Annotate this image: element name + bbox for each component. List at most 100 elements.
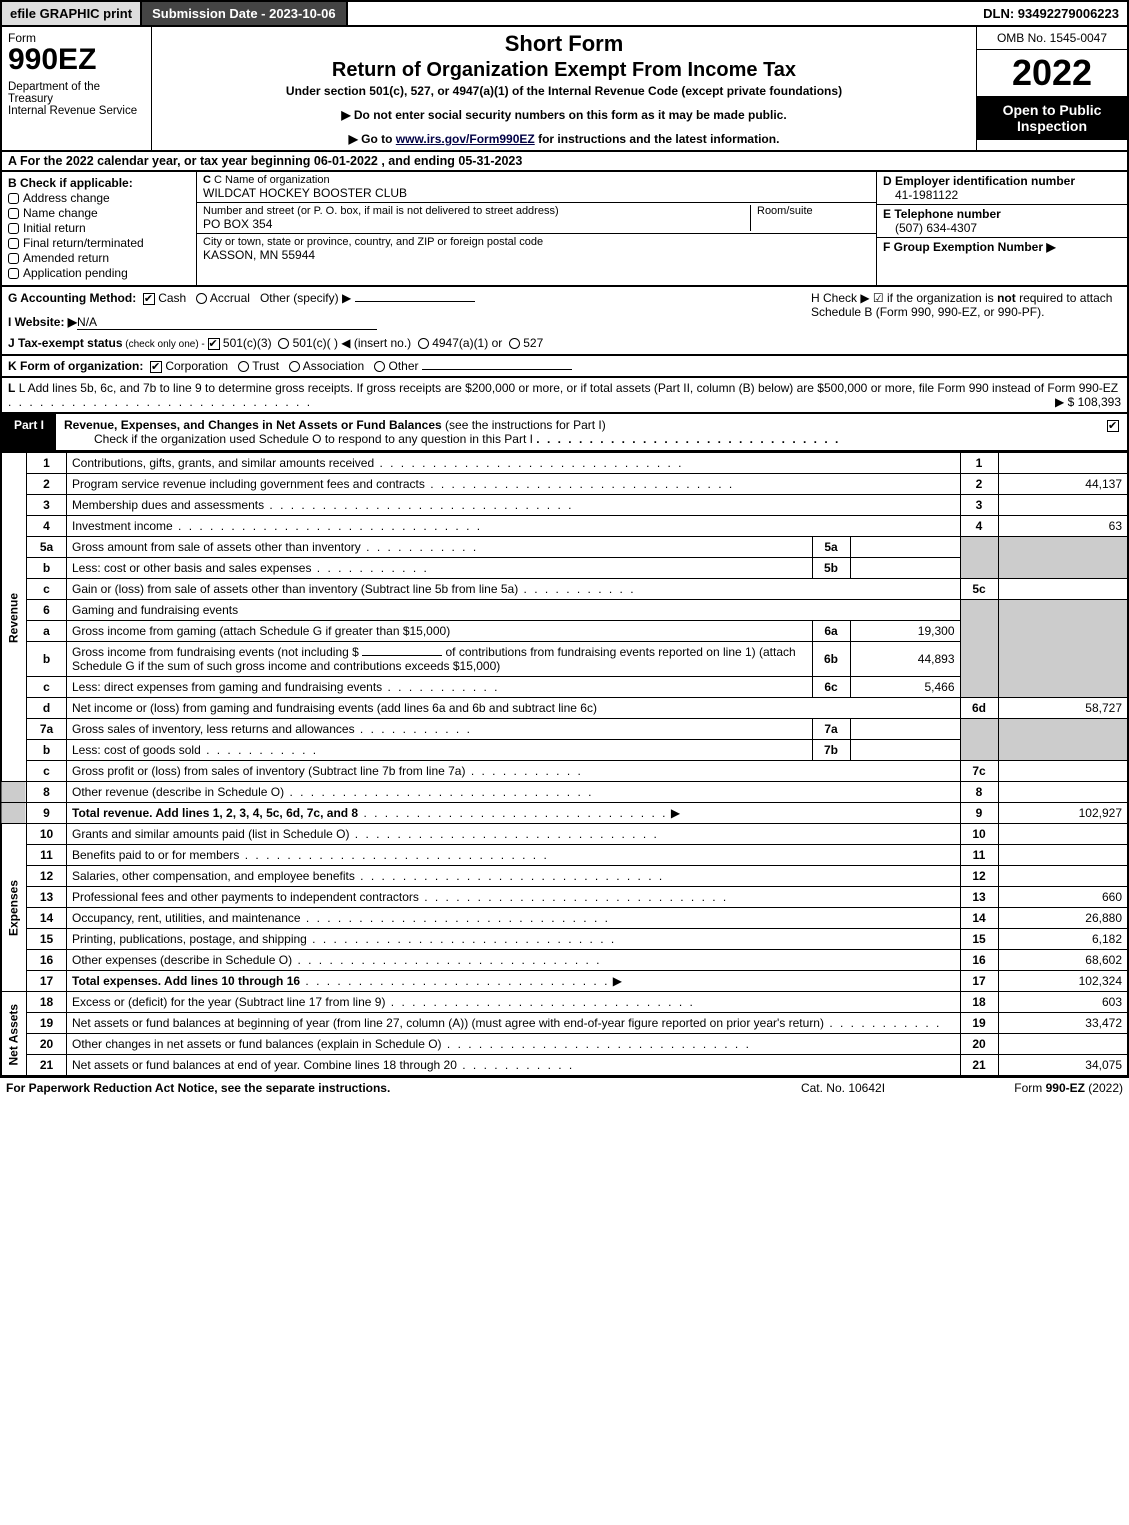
title-block: Short Form Return of Organization Exempt… <box>152 27 977 150</box>
gross-receipts-amount: ▶ $ 108,393 <box>1055 395 1121 409</box>
part1-check-line: Check if the organization used Schedule … <box>64 432 533 446</box>
part1-title: Revenue, Expenses, and Changes in Net As… <box>64 418 442 432</box>
table-row: 14 Occupancy, rent, utilities, and maint… <box>1 908 1128 929</box>
department: Department of the Treasury Internal Reve… <box>8 81 145 117</box>
chk-trust[interactable] <box>238 361 249 372</box>
tax-year: 2022 <box>977 50 1127 96</box>
cat-no: Cat. No. 10642I <box>743 1081 943 1095</box>
year-block: OMB No. 1545-0047 2022 Open to Public In… <box>977 27 1127 150</box>
table-row: 12 Salaries, other compensation, and emp… <box>1 866 1128 887</box>
section-c: C C Name of organization WILDCAT HOCKEY … <box>197 172 877 285</box>
other-specify-input[interactable] <box>355 301 475 302</box>
table-row: 13 Professional fees and other payments … <box>1 887 1128 908</box>
table-row: 5a Gross amount from sale of assets othe… <box>1 537 1128 558</box>
chk-501c3[interactable] <box>208 338 220 350</box>
chk-501c[interactable] <box>278 338 289 349</box>
form-header: Form 990EZ Department of the Treasury In… <box>0 27 1129 152</box>
chk-527[interactable] <box>509 338 520 349</box>
chk-corporation[interactable] <box>150 361 162 373</box>
chk-other[interactable] <box>374 361 385 372</box>
chk-final-return[interactable]: Final return/terminated <box>8 236 190 250</box>
table-row: Revenue 1 Contributions, gifts, grants, … <box>1 453 1128 474</box>
table-row: 15 Printing, publications, postage, and … <box>1 929 1128 950</box>
website-value: N/A <box>77 315 377 330</box>
table-row: d Net income or (loss) from gaming and f… <box>1 698 1128 719</box>
expenses-label: Expenses <box>1 824 27 992</box>
dln: DLN: 93492279006223 <box>975 2 1127 25</box>
other-org-input[interactable] <box>422 369 572 370</box>
table-row: b Less: cost or other basis and sales ex… <box>1 558 1128 579</box>
org-info-block: B Check if applicable: Address change Na… <box>0 172 1129 287</box>
chk-4947[interactable] <box>418 338 429 349</box>
table-row: Net Assets 18 Excess or (deficit) for th… <box>1 992 1128 1013</box>
omb-number: OMB No. 1545-0047 <box>977 27 1127 50</box>
g-accounting: G Accounting Method: Cash Accrual Other … <box>8 291 811 305</box>
table-row: a Gross income from gaming (attach Sched… <box>1 621 1128 642</box>
k-form-org: K Form of organization: Corporation Trus… <box>0 356 1129 378</box>
chk-cash[interactable] <box>143 293 155 305</box>
form-ref: Form 990-EZ (2022) <box>943 1081 1123 1095</box>
table-row: 17 Total expenses. Add lines 10 through … <box>1 971 1128 992</box>
paperwork-notice: For Paperwork Reduction Act Notice, see … <box>6 1081 743 1095</box>
table-row: b Gross income from fundraising events (… <box>1 642 1128 677</box>
table-row: 16 Other expenses (describe in Schedule … <box>1 950 1128 971</box>
table-row: 11 Benefits paid to or for members 11 <box>1 845 1128 866</box>
chk-initial-return[interactable]: Initial return <box>8 221 190 235</box>
chk-schedule-o[interactable] <box>1107 420 1119 432</box>
instruction-1: ▶ Do not enter social security numbers o… <box>160 108 968 122</box>
short-form-label: Short Form <box>160 31 968 57</box>
instr2-pre: ▶ Go to <box>349 132 396 146</box>
chk-application-pending[interactable]: Application pending <box>8 266 190 280</box>
chk-association[interactable] <box>289 361 300 372</box>
spacer <box>348 2 976 25</box>
e-tel-label: E Telephone number <box>883 207 1001 221</box>
table-row: c Less: direct expenses from gaming and … <box>1 677 1128 698</box>
h-check: H Check ▶ ☑ if the organization is not r… <box>811 291 1121 350</box>
irs-link[interactable]: www.irs.gov/Form990EZ <box>396 132 535 146</box>
efile-print-button[interactable]: efile GRAPHIC print <box>2 2 142 25</box>
chk-address-change[interactable]: Address change <box>8 191 190 205</box>
top-bar: efile GRAPHIC print Submission Date - 20… <box>0 0 1129 27</box>
table-row: c Gain or (loss) from sale of assets oth… <box>1 579 1128 600</box>
org-street: PO BOX 354 <box>203 217 750 231</box>
table-row: 2 Program service revenue including gove… <box>1 474 1128 495</box>
i-website: I Website: ▶N/A <box>8 315 811 330</box>
table-row: 7a Gross sales of inventory, less return… <box>1 719 1128 740</box>
org-city: KASSON, MN 55944 <box>203 248 870 262</box>
d-ein-label: D Employer identification number <box>883 174 1075 188</box>
table-row: 6 Gaming and fundraising events <box>1 600 1128 621</box>
f-group-label: F Group Exemption Number ▶ <box>883 240 1056 254</box>
table-row: 20 Other changes in net assets or fund b… <box>1 1034 1128 1055</box>
table-row: 4 Investment income 4 63 <box>1 516 1128 537</box>
chk-accrual[interactable] <box>196 293 207 304</box>
table-row: Expenses 10 Grants and similar amounts p… <box>1 824 1128 845</box>
table-row: 9 Total revenue. Add lines 1, 2, 3, 4, 5… <box>1 803 1128 824</box>
page-footer: For Paperwork Reduction Act Notice, see … <box>0 1077 1129 1098</box>
netassets-label: Net Assets <box>1 992 27 1077</box>
section-a: A For the 2022 calendar year, or tax yea… <box>0 152 1129 172</box>
revenue-label: Revenue <box>1 453 27 782</box>
form-number: 990EZ <box>8 45 145 75</box>
part1-header: Part I Revenue, Expenses, and Changes in… <box>0 414 1129 452</box>
fundraising-amount-input[interactable] <box>362 655 442 656</box>
chk-amended-return[interactable]: Amended return <box>8 251 190 265</box>
instr2-post: for instructions and the latest informat… <box>535 132 780 146</box>
ein: 41-1981122 <box>883 188 1121 202</box>
j-tax-exempt: J Tax-exempt status (check only one) - 5… <box>8 336 811 350</box>
table-row: 19 Net assets or fund balances at beginn… <box>1 1013 1128 1034</box>
instruction-2: ▶ Go to www.irs.gov/Form990EZ for instru… <box>160 132 968 146</box>
table-row: 3 Membership dues and assessments 3 <box>1 495 1128 516</box>
chk-name-change[interactable]: Name change <box>8 206 190 220</box>
table-row: 8 Other revenue (describe in Schedule O)… <box>1 782 1128 803</box>
table-row: 21 Net assets or fund balances at end of… <box>1 1055 1128 1077</box>
org-name: WILDCAT HOCKEY BOOSTER CLUB <box>203 186 870 200</box>
ghij-block: G Accounting Method: Cash Accrual Other … <box>0 287 1129 356</box>
submission-date: Submission Date - 2023-10-06 <box>142 2 348 25</box>
table-row: c Gross profit or (loss) from sales of i… <box>1 761 1128 782</box>
form-subtitle: Under section 501(c), 527, or 4947(a)(1)… <box>160 84 968 98</box>
section-b: B Check if applicable: Address change Na… <box>2 172 197 285</box>
c-city-label: City or town, state or province, country… <box>203 236 870 248</box>
table-row: b Less: cost of goods sold 7b <box>1 740 1128 761</box>
b-label: B Check if applicable: <box>8 176 190 190</box>
c-name-label: C Name of organization <box>214 174 330 186</box>
